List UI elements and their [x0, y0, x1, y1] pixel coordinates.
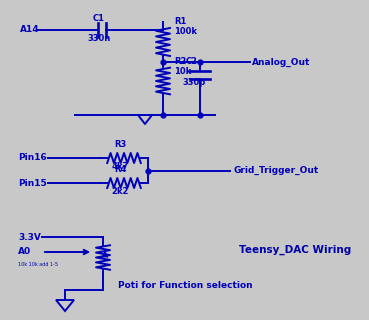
Text: 330n: 330n — [87, 34, 111, 43]
Text: 4k7: 4k7 — [111, 162, 129, 171]
Text: Pin16: Pin16 — [18, 154, 47, 163]
Text: R3: R3 — [114, 140, 126, 149]
Text: Grid_Trigger_Out: Grid_Trigger_Out — [233, 166, 318, 175]
Text: R1: R1 — [174, 17, 186, 26]
Text: Pin15: Pin15 — [18, 179, 47, 188]
Text: C2: C2 — [186, 57, 198, 66]
Text: 10k 10k add 1-5: 10k 10k add 1-5 — [18, 261, 58, 267]
Text: Poti for Function selection: Poti for Function selection — [118, 281, 253, 290]
Text: Teensy_DAC Wiring: Teensy_DAC Wiring — [239, 245, 351, 255]
Text: 100k: 100k — [174, 27, 197, 36]
Text: 330p: 330p — [182, 78, 205, 87]
Text: Analog_Out: Analog_Out — [252, 57, 310, 67]
Text: 2k2: 2k2 — [111, 187, 129, 196]
Text: R4: R4 — [114, 165, 126, 174]
Text: R2: R2 — [174, 57, 186, 66]
Text: C1: C1 — [93, 14, 105, 23]
Text: A14: A14 — [20, 26, 39, 35]
Text: 10k: 10k — [174, 67, 191, 76]
Text: A0: A0 — [18, 247, 31, 257]
Text: 3.3V: 3.3V — [18, 233, 41, 242]
